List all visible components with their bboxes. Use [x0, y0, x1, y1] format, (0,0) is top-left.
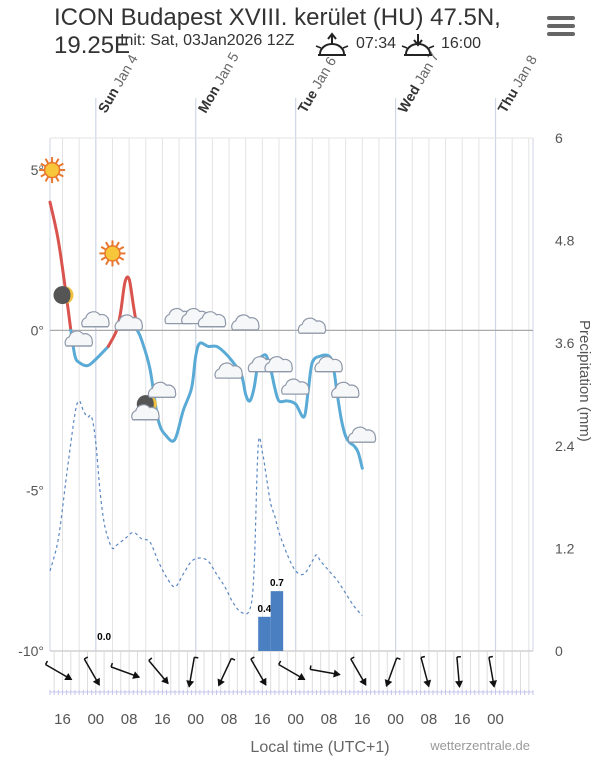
day-label: Wed Jan 7 — [394, 49, 442, 116]
sunrise-icon — [315, 32, 349, 56]
temperature-line — [48, 200, 73, 332]
wind-arrow — [83, 656, 100, 686]
cloud-icon — [264, 356, 293, 373]
day-labels: Sun Jan 4 Mon Jan 5 Tue Jan 6 Wed Jan 7 Thu … — [95, 49, 541, 116]
temperature-series — [48, 200, 364, 470]
x-tick-label: 00 — [387, 711, 404, 728]
wind-arrow — [148, 657, 169, 685]
wind-arrow — [455, 655, 463, 688]
x-axis-title: Local time (UTC+1) — [250, 739, 389, 756]
credit: wetterzentrale.de — [429, 738, 530, 753]
right-tick-label: 2.4 — [555, 438, 575, 454]
wind-arrow — [420, 655, 432, 688]
dewpoint-series — [49, 400, 363, 617]
right-tick-label: 4.8 — [555, 233, 575, 249]
cloud-icon — [214, 362, 243, 379]
sun-icon — [39, 157, 66, 184]
cloud-icon — [114, 314, 143, 331]
left-tick-label: -5° — [26, 483, 44, 499]
temperature-line — [69, 328, 110, 368]
x-tick-label: 16 — [354, 711, 371, 728]
right-tick-label: 0 — [555, 643, 563, 659]
day-date: Jan 8 — [509, 52, 540, 90]
wind-arrow — [250, 656, 267, 686]
x-tick-label: 16 — [54, 711, 71, 728]
precip-zero-label: 0.0 — [97, 632, 111, 643]
moon-icon — [53, 286, 74, 305]
cloud-icon — [331, 381, 360, 398]
x-tick-label: 16 — [254, 711, 271, 728]
menu-icon[interactable] — [547, 16, 575, 38]
weather-icons — [39, 157, 377, 443]
day-label: Mon Jan 5 — [194, 49, 241, 115]
wind-arrow — [217, 657, 236, 687]
wind-arrow — [384, 657, 401, 688]
precip-bar — [270, 591, 284, 651]
x-tick-label: 08 — [321, 711, 338, 728]
x-tick-label: 00 — [287, 711, 304, 728]
precip-bar — [258, 616, 271, 651]
left-tick-label: -10° — [18, 643, 44, 659]
wind-arrow — [44, 660, 73, 681]
day-date: Jan 6 — [308, 54, 339, 92]
cloud-icon — [197, 311, 227, 328]
day-label: Sun Jan 4 — [95, 51, 141, 115]
cloud-icon — [231, 314, 260, 331]
precip-bar-label: 0.7 — [270, 578, 284, 589]
wind-arrow — [309, 665, 341, 678]
x-tick-label: 16 — [154, 711, 171, 728]
right-axis-label: Precipitation (mm) — [576, 320, 593, 442]
left-tick-label: 0° — [31, 322, 44, 338]
precip-bar-label: 0.4 — [257, 604, 271, 615]
right-tick-label: 3.6 — [555, 335, 575, 351]
sunset-icon — [401, 34, 435, 56]
cloud-icon — [147, 381, 177, 398]
wind-arrow — [350, 656, 367, 686]
x-tick-label: 00 — [187, 711, 204, 728]
sunset-time: 16:00 — [441, 35, 481, 52]
sun-icon — [99, 240, 126, 267]
wind-arrow — [110, 662, 141, 679]
wind-row — [44, 652, 534, 695]
x-tick-label: 00 — [87, 711, 104, 728]
cloud-icon — [81, 311, 110, 328]
right-axis-ticks: 0 1.2 2.4 3.6 4.8 6 — [555, 130, 575, 659]
x-tick-label: 08 — [121, 711, 138, 728]
left-tick-label: 5° — [31, 162, 44, 178]
right-tick-label: 6 — [555, 130, 563, 146]
day-label: Thu Jan 8 — [494, 52, 540, 115]
right-tick-label: 1.2 — [555, 540, 575, 556]
init-time: Init: Sat, 03Jan2026 12Z — [120, 32, 295, 49]
grid — [49, 98, 534, 652]
cloud-icon — [64, 330, 94, 347]
day-date: Jan 4 — [110, 51, 141, 89]
cloud-icon — [281, 378, 310, 395]
sun-times: 07:34 16:00 — [315, 32, 481, 56]
wind-arrow — [186, 656, 199, 688]
day-date: Jan 5 — [211, 49, 242, 87]
x-tick-label: 08 — [221, 711, 238, 728]
x-tick-label: 08 — [421, 711, 438, 728]
cloud-icon — [297, 317, 327, 334]
wind-arrow — [278, 660, 306, 681]
wind-arrow — [488, 655, 498, 688]
dewpoint-line — [49, 400, 363, 617]
left-axis-ticks: -10° -5° 0° 5° — [18, 162, 44, 659]
day-label: Tue Jan 6 — [294, 54, 339, 116]
x-tick-label: 00 — [487, 711, 504, 728]
cloud-icon — [131, 404, 160, 421]
cloud-icon — [314, 356, 343, 373]
page-title: ICON Budapest XVIII. kerület (HU) 47.5N,… — [54, 4, 501, 59]
x-axis-ticks: 16 00 08 16 00 08 16 00 08 16 00 08 16 00 — [54, 711, 504, 728]
precipitation-bars: 0.4 0.7 0.0 — [97, 578, 284, 651]
x-tick-label: 16 — [454, 711, 471, 728]
sunrise-time: 07:34 — [356, 35, 396, 52]
cloud-icon — [347, 426, 377, 443]
